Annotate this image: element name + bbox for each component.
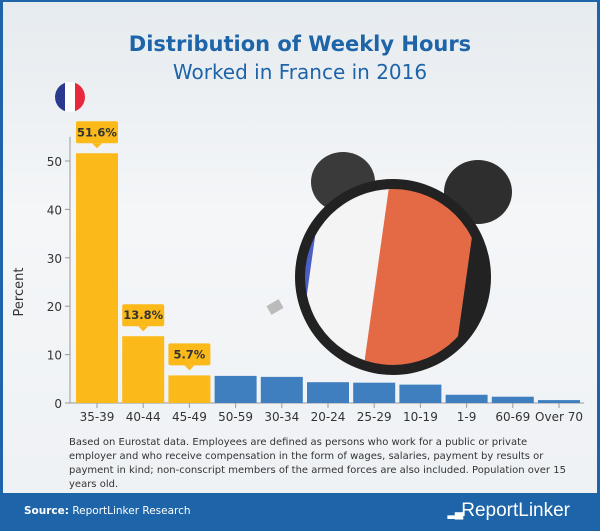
data-label: 13.8% — [123, 308, 163, 322]
y-tick-label: 30 — [47, 252, 62, 266]
bar-20-24 — [307, 382, 349, 403]
source-label: Source: — [24, 505, 69, 517]
chart-subtitle: Worked in France in 2016 — [172, 60, 428, 84]
x-tick-label: Over 70 — [535, 410, 583, 424]
logo-bars-icon: ▂▄ — [447, 505, 463, 519]
bar-35-39 — [76, 153, 118, 403]
x-tick-label: 60-69 — [495, 410, 530, 424]
data-label-pointer — [92, 143, 102, 149]
x-tick-label: 20-24 — [311, 410, 346, 424]
y-tick-label: 20 — [47, 300, 62, 314]
x-tick-label: 1-9 — [457, 410, 477, 424]
source-value: ReportLinker Research — [72, 505, 191, 517]
bar-chart: 0 10 20 30 40 50 35-39 40-44 45-49 50-59 30-34 20-2… — [12, 121, 585, 424]
x-tick-label: 35-39 — [80, 410, 115, 424]
data-label-box — [76, 121, 118, 144]
x-tick-label: 40-44 — [126, 410, 161, 424]
data-label: 51.6% — [77, 125, 117, 139]
x-tick-label: 10-19 — [403, 410, 438, 424]
bar-45-49 — [168, 375, 211, 403]
data-label-pointer — [138, 326, 149, 332]
y-tick-label: 40 — [47, 203, 62, 217]
footnote: Based on Eurostat data. Employees are de… — [69, 437, 566, 490]
bar-Over 70 — [538, 400, 580, 403]
y-axis-label: Percent — [12, 268, 27, 317]
bar-50-59 — [214, 375, 257, 403]
france-flag-icon — [55, 82, 85, 112]
bar-60-69 — [491, 396, 534, 403]
bar-40-44 — [122, 336, 165, 403]
y-tick-label: 0 — [54, 397, 62, 411]
reportlinker-logo: ▂▄ReportLinker — [447, 500, 570, 522]
y-tick-label: 10 — [47, 349, 62, 363]
data-label: 5.7% — [173, 347, 205, 361]
x-tick-label: 50-59 — [218, 410, 253, 424]
source-text: Source: ReportLinker Research — [24, 505, 191, 517]
data-label-box — [168, 343, 211, 366]
logo-text: ReportLinker — [461, 500, 570, 521]
y-tick-label: 50 — [47, 155, 62, 169]
bar-10-19 — [399, 384, 442, 403]
footer-bar: Source: ReportLinker Research ▂▄ReportLi… — [0, 493, 600, 531]
data-label-pointer — [184, 365, 195, 371]
clock-foot-left — [266, 299, 284, 315]
x-tick-label: 30-34 — [264, 410, 299, 424]
chart-title: Distribution of Weekly Hours — [128, 32, 472, 56]
bar-30-34 — [260, 376, 303, 403]
x-tick-label: 25-29 — [357, 410, 392, 424]
x-tick-label: 45-49 — [172, 410, 207, 424]
bar-1-9 — [445, 394, 488, 403]
data-label-box — [122, 304, 165, 327]
bar-25-29 — [353, 382, 396, 403]
alarm-clock-illustration — [266, 152, 512, 375]
